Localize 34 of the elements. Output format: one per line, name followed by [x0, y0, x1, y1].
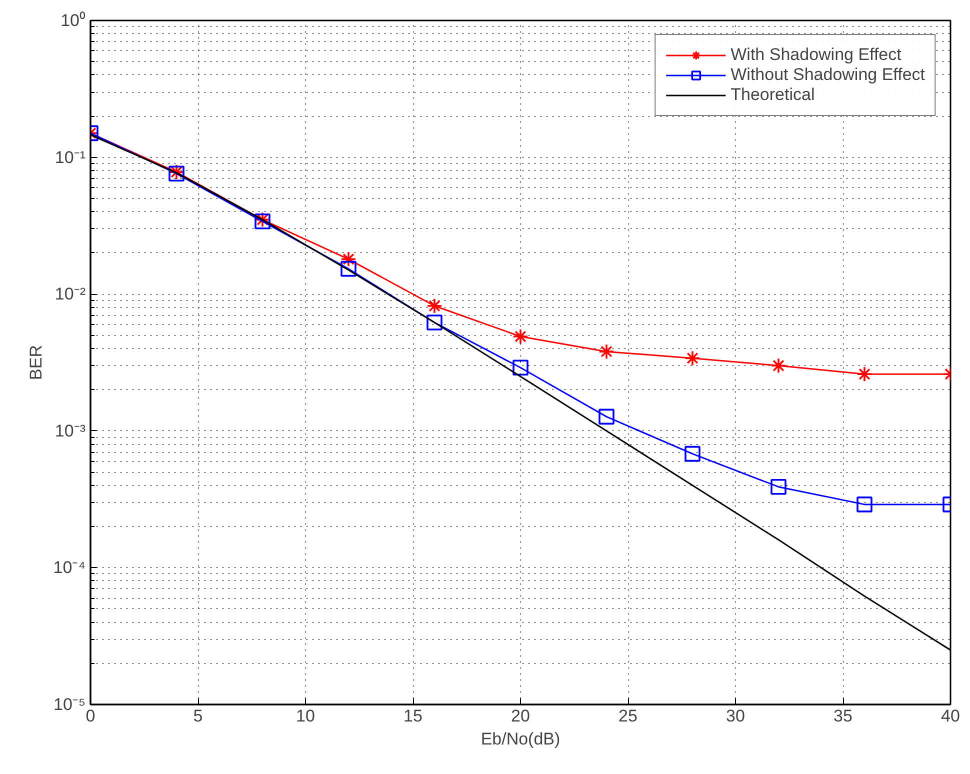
x-tick-label: 40	[941, 706, 960, 726]
point	[426, 314, 442, 330]
x-axis-title: Eb/No(dB)	[480, 730, 560, 748]
x-tick-label: 15	[404, 706, 422, 726]
point	[770, 358, 786, 374]
x-tick-label: 10	[296, 706, 315, 726]
point	[340, 251, 356, 268]
point	[426, 298, 442, 314]
x-tick-label: 20	[511, 706, 530, 726]
x-tick-label: 0	[86, 706, 96, 726]
x-tick-label: 30	[726, 706, 745, 726]
point	[684, 446, 700, 462]
x-tick-label: 35	[834, 706, 852, 726]
legend-label: With Shadowing Effect	[730, 45, 902, 65]
point	[770, 478, 786, 495]
point	[512, 360, 528, 376]
point	[598, 408, 614, 425]
point	[512, 328, 528, 344]
y-tick-label: 10⁻¹	[54, 148, 86, 167]
y-tick-label: 10⁻⁴	[53, 558, 86, 578]
point	[856, 496, 872, 512]
y-axis-title: BER	[26, 345, 46, 380]
point	[598, 344, 614, 360]
legend-label: Without Shadowing Effect	[730, 65, 925, 85]
legend-label: Theoretical	[730, 85, 815, 105]
x-tick-label: 5	[193, 706, 203, 726]
y-tick-label: 10⁰	[60, 11, 86, 30]
x-tick-label: 25	[618, 706, 638, 726]
y-tick-label: 10⁻⁵	[54, 695, 86, 714]
point	[856, 366, 872, 382]
y-tick-label: 10⁻³	[54, 421, 86, 440]
point	[684, 350, 700, 366]
point	[340, 260, 356, 277]
y-tick-label: 10⁻²	[54, 284, 86, 304]
